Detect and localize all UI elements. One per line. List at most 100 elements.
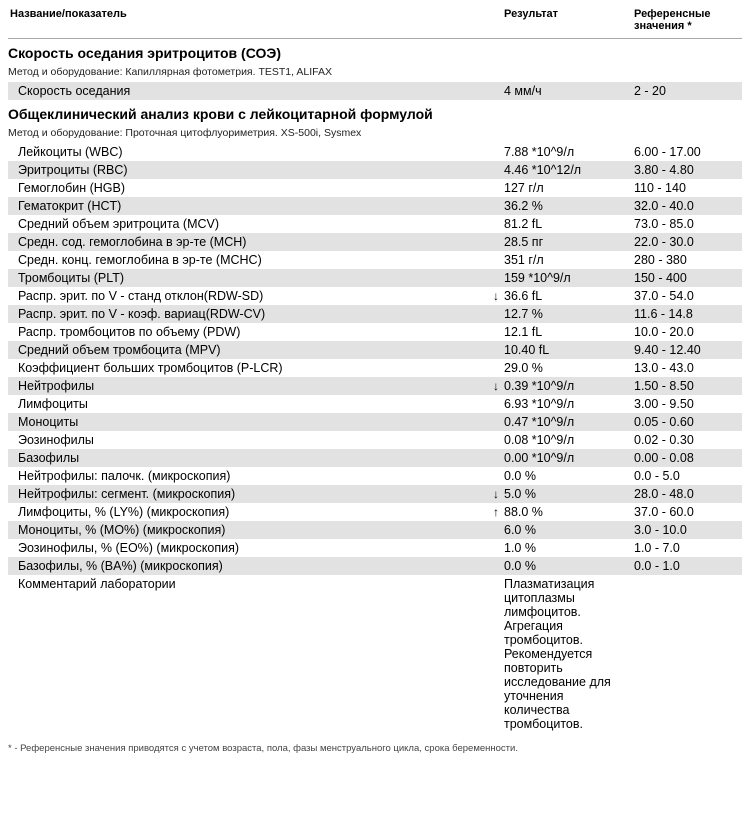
cell-reference: 2 - 20 bbox=[634, 84, 742, 98]
section-title: Общеклинический анализ крови с лейкоцита… bbox=[8, 100, 742, 125]
cell-reference: 28.0 - 48.0 bbox=[634, 487, 742, 501]
table-row: Гематокрит (HCT) 36.2 %32.0 - 40.0 bbox=[8, 197, 742, 215]
table-row: Эозинофилы 0.08 *10^9/л0.02 - 0.30 bbox=[8, 431, 742, 449]
cell-name: Лимфоциты, % (LY%) (микроскопия) bbox=[8, 505, 488, 519]
cell-name: Коэффициент больших тромбоцитов (P-LCR) bbox=[8, 361, 488, 375]
header-flag bbox=[488, 8, 504, 32]
cell-name: Комментарий лаборатории bbox=[8, 577, 488, 591]
table-row: Скорость оседания 4 мм/ч2 - 20 bbox=[8, 82, 742, 100]
section-method: Метод и оборудование: Проточная цитофлуо… bbox=[8, 125, 742, 143]
cell-result: 127 г/л bbox=[504, 181, 634, 195]
cell-reference: 13.0 - 43.0 bbox=[634, 361, 742, 375]
cell-result: Плазматизация цитоплазмы лимфоцитов. Агр… bbox=[504, 577, 634, 731]
table-row: Нейтрофилы↓0.39 *10^9/л1.50 - 8.50 bbox=[8, 377, 742, 395]
cell-result: 1.0 % bbox=[504, 541, 634, 555]
cell-result: 0.39 *10^9/л bbox=[504, 379, 634, 393]
cell-result: 6.0 % bbox=[504, 523, 634, 537]
cell-name: Скорость оседания bbox=[8, 84, 488, 98]
cell-result: 88.0 % bbox=[504, 505, 634, 519]
cell-flag-icon: ↑ bbox=[488, 505, 504, 519]
cell-name: Тромбоциты (PLT) bbox=[8, 271, 488, 285]
table-row: Эозинофилы, % (EO%) (микроскопия)1.0 %1.… bbox=[8, 539, 742, 557]
cell-result: 29.0 % bbox=[504, 361, 634, 375]
cell-reference: 32.0 - 40.0 bbox=[634, 199, 742, 213]
cell-result: 7.88 *10^9/л bbox=[504, 145, 634, 159]
table-row: Средн. конц. гемоглобина в эр-те (MCHC) 3… bbox=[8, 251, 742, 269]
cell-reference: 0.02 - 0.30 bbox=[634, 433, 742, 447]
table-row: Базофилы 0.00 *10^9/л0.00 - 0.08 bbox=[8, 449, 742, 467]
cell-reference: 0.00 - 0.08 bbox=[634, 451, 742, 465]
section-title: Скорость оседания эритроцитов (СОЭ) bbox=[8, 39, 742, 64]
table-row: Лимфоциты, % (LY%) (микроскопия)↑88.0 %3… bbox=[8, 503, 742, 521]
table-header-row: Название/показатель Результат Референсны… bbox=[8, 4, 742, 39]
cell-name: Средн. сод. гемоглобина в эр-те (MCH) bbox=[8, 235, 488, 249]
cell-result: 12.1 fL bbox=[504, 325, 634, 339]
cell-flag-icon: ↓ bbox=[488, 289, 504, 303]
cell-name: Нейтрофилы: палочк. (микроскопия) bbox=[8, 469, 488, 483]
table-row: Средний объем тромбоцита (MPV)10.40 fL9.… bbox=[8, 341, 742, 359]
cell-name: Распр. эрит. по V - коэф. вариац(RDW-CV) bbox=[8, 307, 488, 321]
cell-reference: 11.6 - 14.8 bbox=[634, 307, 742, 321]
table-row: Коэффициент больших тромбоцитов (P-LCR) 2… bbox=[8, 359, 742, 377]
cell-name: Гематокрит (HCT) bbox=[8, 199, 488, 213]
table-row: Нейтрофилы: палочк. (микроскопия) 0.0 %0.… bbox=[8, 467, 742, 485]
cell-result: 4 мм/ч bbox=[504, 84, 634, 98]
cell-name: Моноциты bbox=[8, 415, 488, 429]
cell-result: 6.93 *10^9/л bbox=[504, 397, 634, 411]
header-name: Название/показатель bbox=[8, 8, 488, 32]
cell-name: Средний объем тромбоцита (MPV) bbox=[8, 343, 488, 357]
cell-result: 4.46 *10^12/л bbox=[504, 163, 634, 177]
table-row: Эритроциты (RBC)4.46 *10^12/л3.80 - 4.80 bbox=[8, 161, 742, 179]
cell-result: 0.00 *10^9/л bbox=[504, 451, 634, 465]
cell-name: Нейтрофилы: сегмент. (микроскопия) bbox=[8, 487, 488, 501]
cell-name: Нейтрофилы bbox=[8, 379, 488, 393]
cell-name: Эозинофилы bbox=[8, 433, 488, 447]
cell-result: 351 г/л bbox=[504, 253, 634, 267]
cell-reference: 37.0 - 54.0 bbox=[634, 289, 742, 303]
table-row: Лейкоциты (WBC) 7.88 *10^9/л6.00 - 17.00 bbox=[8, 143, 742, 161]
cell-reference: 22.0 - 30.0 bbox=[634, 235, 742, 249]
cell-reference: 37.0 - 60.0 bbox=[634, 505, 742, 519]
cell-result: 159 *10^9/л bbox=[504, 271, 634, 285]
sections-container: Скорость оседания эритроцитов (СОЭ) Метод… bbox=[8, 39, 742, 733]
table-row: Моноциты, % (MO%) (микроскопия)6.0 %3.0 … bbox=[8, 521, 742, 539]
table-row: Тромбоциты (PLT)159 *10^9/л150 - 400 bbox=[8, 269, 742, 287]
cell-name: Моноциты, % (MO%) (микроскопия) bbox=[8, 523, 488, 537]
table-row: Распр. эрит. по V - коэф. вариац(RDW-CV)… bbox=[8, 305, 742, 323]
table-row: Нейтрофилы: сегмент. (микроскопия)↓5.0 %… bbox=[8, 485, 742, 503]
table-row: Распр. тромбоцитов по объему (PDW) 12.1 f… bbox=[8, 323, 742, 341]
cell-reference: 9.40 - 12.40 bbox=[634, 343, 742, 357]
cell-name: Базофилы, % (BA%) (микроскопия) bbox=[8, 559, 488, 573]
table-row: Распр. эрит. по V - станд отклон(RDW-SD)… bbox=[8, 287, 742, 305]
cell-name: Распр. тромбоцитов по объему (PDW) bbox=[8, 325, 488, 339]
table-row: Комментарий лаборатории Плазматизация цит… bbox=[8, 575, 742, 733]
cell-name: Средний объем эритроцита (MCV) bbox=[8, 217, 488, 231]
table-row: Средн. сод. гемоглобина в эр-те (MCH) 28.… bbox=[8, 233, 742, 251]
cell-reference: 0.05 - 0.60 bbox=[634, 415, 742, 429]
cell-name: Лимфоциты bbox=[8, 397, 488, 411]
cell-name: Средн. конц. гемоглобина в эр-те (MCHC) bbox=[8, 253, 488, 267]
table-row: Гемоглобин (HGB)127 г/л110 - 140 bbox=[8, 179, 742, 197]
cell-reference: 0.0 - 5.0 bbox=[634, 469, 742, 483]
cell-reference: 6.00 - 17.00 bbox=[634, 145, 742, 159]
cell-result: 5.0 % bbox=[504, 487, 634, 501]
cell-reference: 0.0 - 1.0 bbox=[634, 559, 742, 573]
cell-name: Распр. эрит. по V - станд отклон(RDW-SD) bbox=[8, 289, 488, 303]
cell-name: Базофилы bbox=[8, 451, 488, 465]
cell-name: Лейкоциты (WBC) bbox=[8, 145, 488, 159]
cell-reference: 3.00 - 9.50 bbox=[634, 397, 742, 411]
table-row: Моноциты0.47 *10^9/л0.05 - 0.60 bbox=[8, 413, 742, 431]
cell-result: 28.5 пг bbox=[504, 235, 634, 249]
cell-result: 0.0 % bbox=[504, 469, 634, 483]
cell-reference: 3.80 - 4.80 bbox=[634, 163, 742, 177]
cell-result: 36.2 % bbox=[504, 199, 634, 213]
cell-reference: 10.0 - 20.0 bbox=[634, 325, 742, 339]
cell-result: 36.6 fL bbox=[504, 289, 634, 303]
cell-reference: 280 - 380 bbox=[634, 253, 742, 267]
cell-reference: 1.0 - 7.0 bbox=[634, 541, 742, 555]
table-row: Базофилы, % (BA%) (микроскопия) 0.0 %0.0 … bbox=[8, 557, 742, 575]
cell-result: 0.08 *10^9/л bbox=[504, 433, 634, 447]
cell-reference: 73.0 - 85.0 bbox=[634, 217, 742, 231]
cell-result: 0.0 % bbox=[504, 559, 634, 573]
footnote-text: * - Референсные значения приводятся с уч… bbox=[8, 733, 742, 754]
